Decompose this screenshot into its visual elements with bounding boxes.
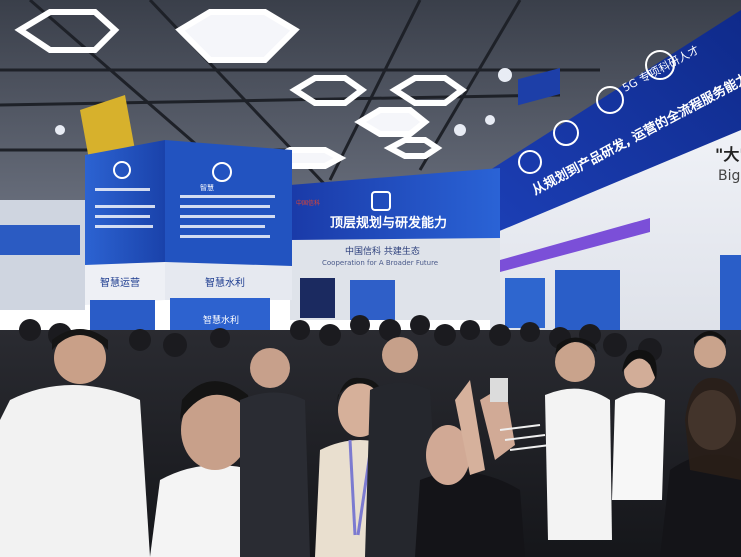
person-hair-woman [336, 377, 385, 410]
person-head-suit [250, 348, 290, 388]
left-tower-band-a [85, 262, 165, 305]
purple-light-strip [500, 218, 650, 272]
left-tower-icon-b [212, 162, 232, 182]
left-tower-panel-label: 智慧运营 [100, 276, 140, 289]
person-far-right [660, 454, 741, 557]
center-banner-icon [371, 191, 391, 211]
center-banner-text: 顶层规划与研发能力 [330, 215, 447, 231]
right-banner [490, 10, 741, 235]
person-head-glasses-right [694, 336, 726, 368]
person-head-dark-mid [382, 337, 418, 373]
person-hair-glasses-right [694, 331, 726, 345]
left-tower-icon-a [113, 161, 131, 179]
person-head-left [54, 332, 106, 384]
right-wall-screen-2 [555, 270, 620, 330]
person-head-right [555, 342, 595, 382]
center-logo-text: 中国信科 [296, 199, 320, 207]
person-hair-woman-right [622, 349, 657, 380]
person-head-woman-right [624, 356, 656, 388]
center-screen-dark [300, 278, 335, 318]
person-white-shirt-right [545, 388, 612, 540]
person-hair-right [555, 337, 597, 355]
right-wall-screen-1 [505, 278, 545, 328]
person-hair-far-right [685, 377, 741, 480]
left-tower-text-lines [95, 188, 275, 238]
person-hair-glasses [180, 381, 250, 420]
person-woman-right [612, 392, 665, 500]
striped-sleeve [499, 424, 551, 451]
person-head-glasses [181, 390, 249, 470]
raised-arm [455, 380, 485, 475]
center-screen [350, 280, 395, 320]
lanyard [348, 439, 357, 536]
left-tower-band-b [165, 262, 292, 300]
raised-arm-right [480, 385, 515, 460]
right-wall-sign [518, 67, 560, 106]
right-edge-en-text: Big [718, 168, 740, 184]
center-banner [290, 168, 500, 240]
crowd-heads-back [19, 315, 662, 362]
person-hair-left [52, 329, 108, 350]
person-head-photo [426, 425, 470, 485]
person-dark-suit [240, 392, 310, 557]
left-tower-face-b [165, 140, 292, 268]
spot-lights [55, 68, 512, 136]
phone [490, 378, 508, 402]
center-sub-cn: 中国信科 共建生态 [345, 245, 420, 257]
right-edge-big-text: "大" [715, 145, 741, 164]
yellow-panel [80, 95, 135, 165]
left-tower-panel-label-b: 智慧水利 [205, 276, 245, 289]
person-white-shirt-left [0, 385, 150, 557]
right-banner-icons [518, 50, 675, 174]
person-woman-photo [415, 472, 525, 557]
center-sub-en: Cooperation for A Broader Future [322, 259, 438, 267]
left-tower-card-text: 智慧水利 [203, 314, 239, 326]
left-back-banner [0, 225, 80, 255]
left-tower-header: 智慧 [200, 183, 214, 192]
